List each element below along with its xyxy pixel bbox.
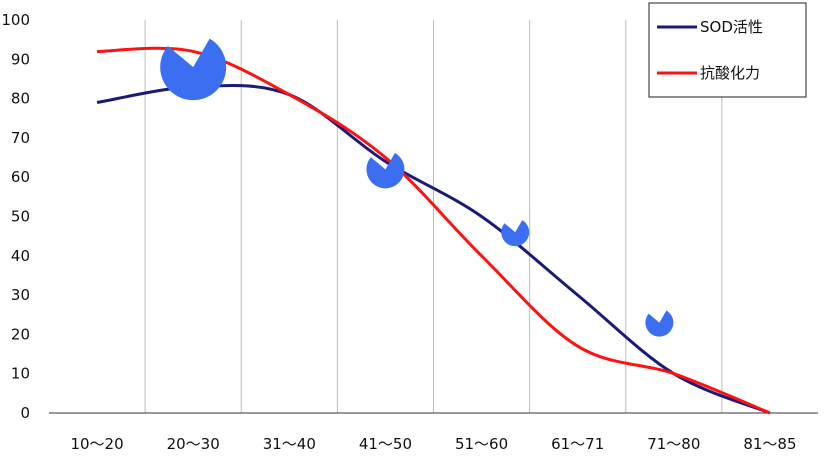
legend: SOD活性 抗酸化力 <box>648 2 807 98</box>
y-tick-label: 80 <box>11 90 30 108</box>
pacman-icon <box>645 310 674 337</box>
x-tick-label: 41～50 <box>359 435 412 453</box>
grid-lines <box>144 20 723 413</box>
y-tick-label: 100 <box>1 11 30 29</box>
x-tick-label: 51～60 <box>455 435 508 453</box>
x-tick-label: 61～71 <box>551 435 604 453</box>
x-tick-label: 71～80 <box>647 435 700 453</box>
y-tick-label: 90 <box>11 50 30 68</box>
y-tick-label: 60 <box>11 168 30 186</box>
x-tick-label: 81～85 <box>743 435 796 453</box>
y-tick-label: 40 <box>11 247 30 265</box>
x-tick-label: 31～40 <box>263 435 316 453</box>
y-tick-label: 10 <box>11 365 30 383</box>
decorative-icons <box>160 38 674 337</box>
y-tick-label: 0 <box>20 404 30 422</box>
x-tick-label: 20～30 <box>167 435 220 453</box>
y-tick-label: 50 <box>11 208 30 226</box>
y-tick-label: 70 <box>11 129 30 147</box>
y-tick-label: 30 <box>11 286 30 304</box>
legend-label-antioxidant: 抗酸化力 <box>700 64 760 82</box>
y-axis-tick-labels: 0 10 20 30 40 50 60 70 80 90 100 <box>1 11 30 422</box>
pacman-icon <box>160 38 227 101</box>
y-tick-label: 20 <box>11 325 30 343</box>
x-tick-label: 10～20 <box>70 435 123 453</box>
x-axis-tick-labels: 10～20 20～30 31～40 41～50 51～60 61～71 71～80 81～85 <box>70 435 796 453</box>
legend-box <box>648 2 807 98</box>
legend-label-sod: SOD活性 <box>700 18 763 36</box>
pacman-icon <box>501 220 530 247</box>
pacman-icon <box>366 152 405 189</box>
